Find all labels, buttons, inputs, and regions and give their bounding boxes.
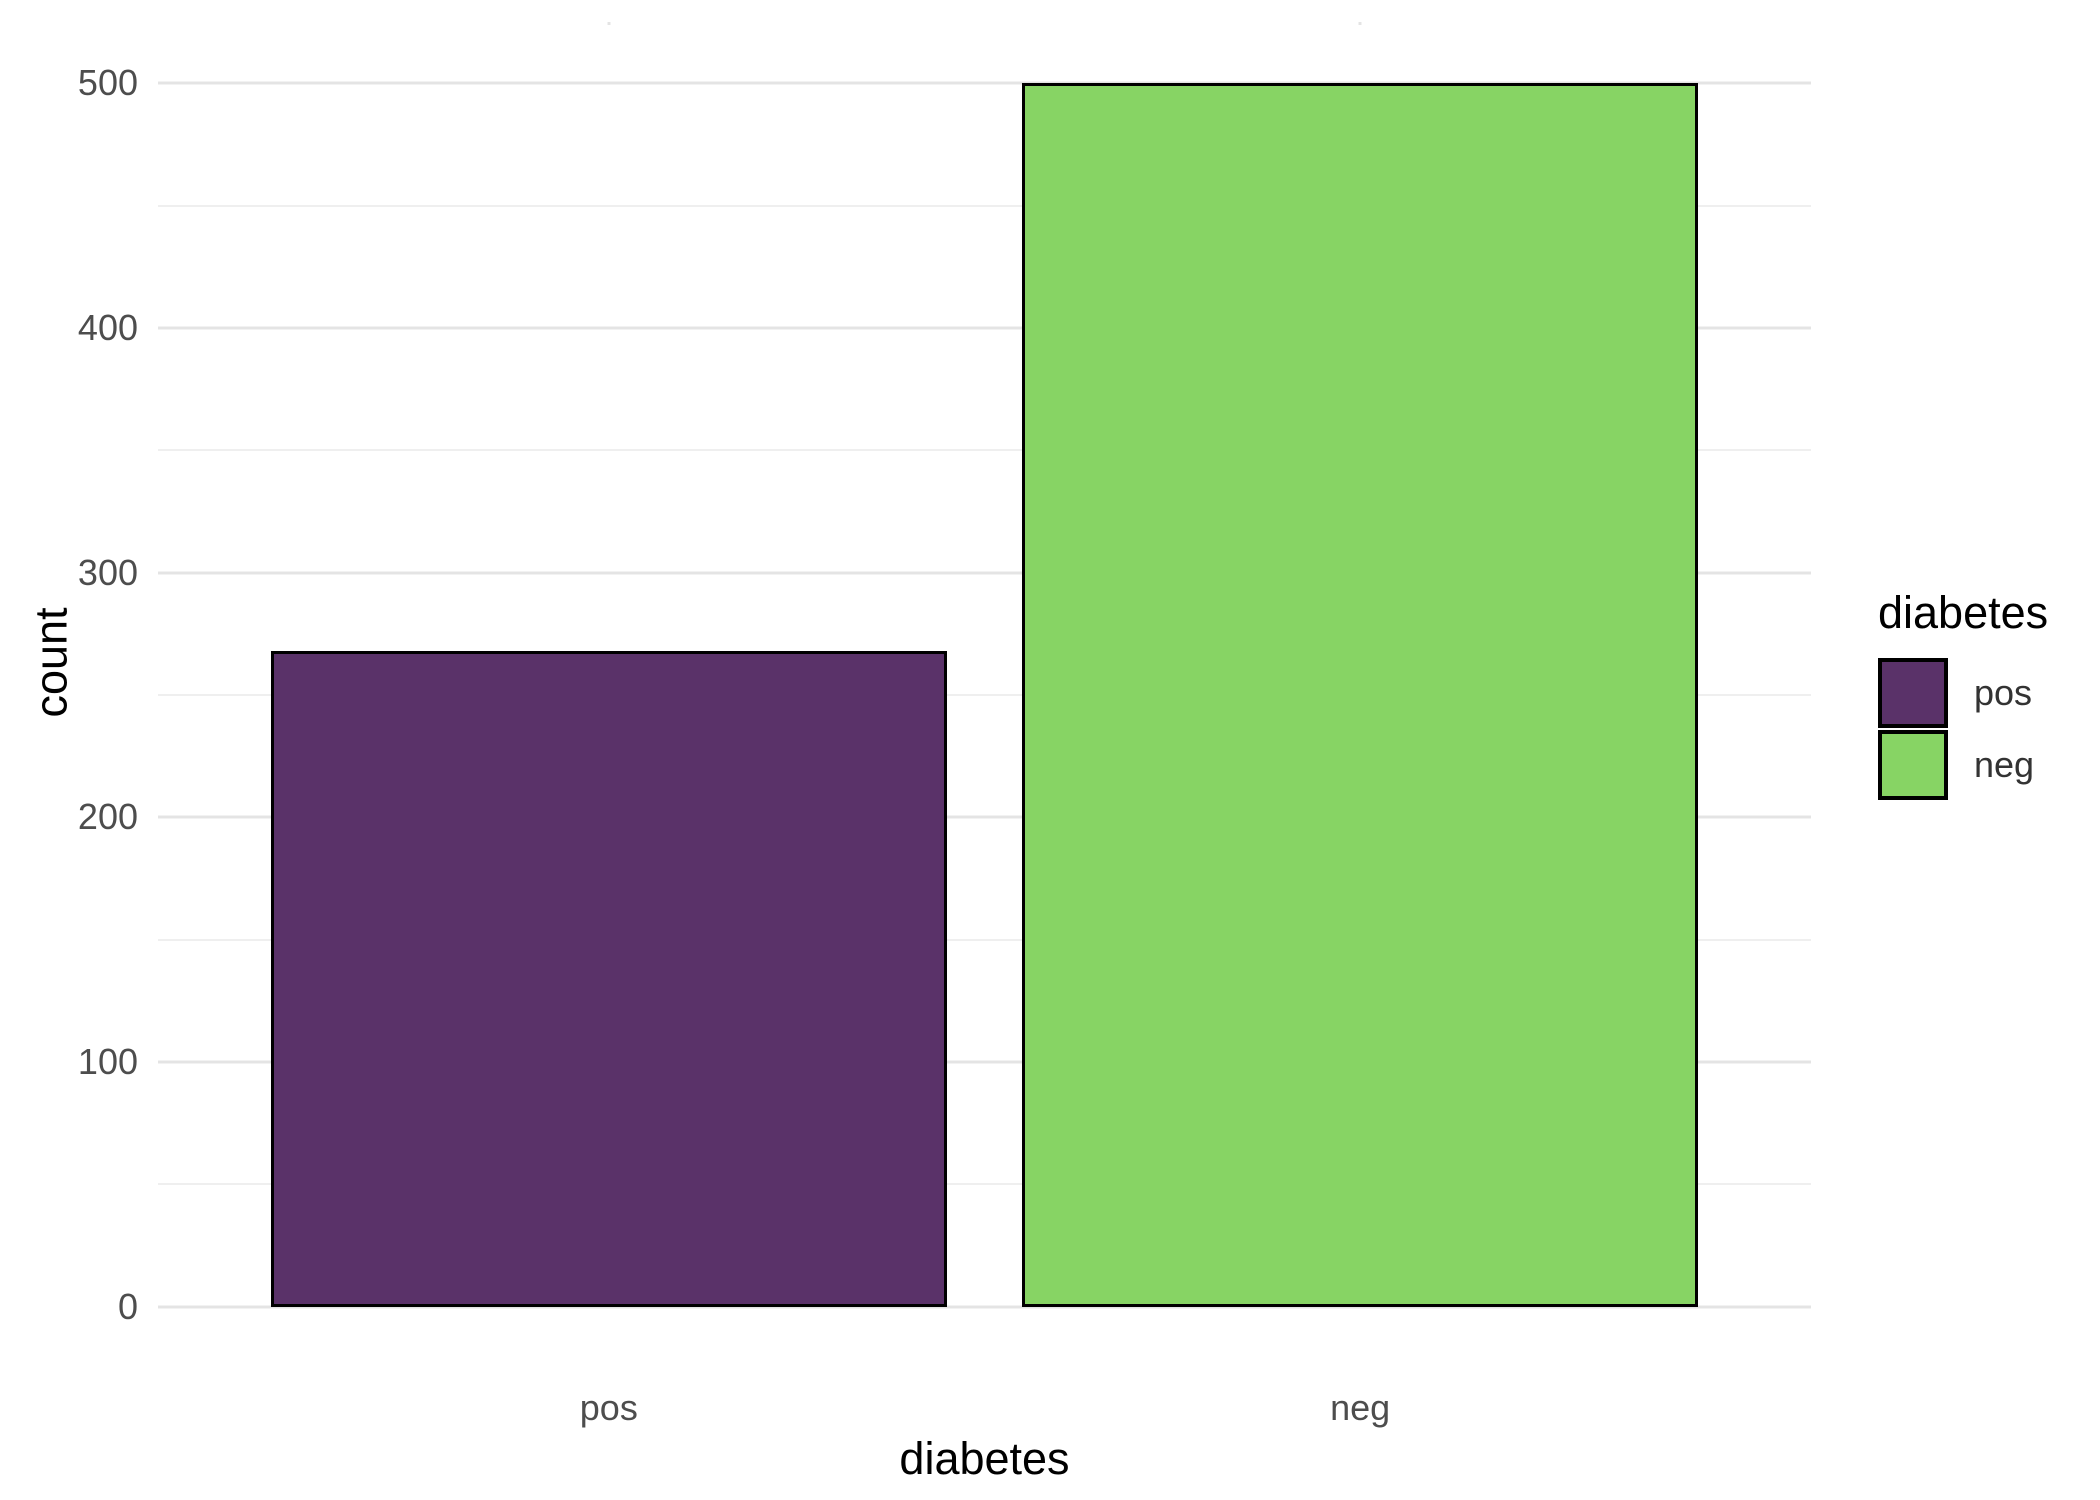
gridline-major-y-400	[158, 326, 1811, 330]
y-tick-label-400: 400	[77, 306, 138, 348]
x-axis-title: diabetes	[899, 1433, 1070, 1484]
y-tick-label-500: 500	[77, 62, 138, 104]
legend-key-neg	[1878, 730, 1948, 800]
gridline-minor-y-350	[158, 449, 1811, 452]
legend-label-neg: neg	[1974, 744, 2035, 785]
gridline-major-y-500	[158, 81, 1811, 85]
gridline-major-x-pos	[607, 22, 611, 25]
bar-pos	[270, 650, 947, 1307]
gridline-minor-y-250	[158, 694, 1811, 696]
bar-neg	[1022, 83, 1699, 1307]
x-tick-label-pos: pos	[579, 1387, 638, 1428]
legend-key-pos	[1878, 658, 1948, 728]
gridline-minor-y-450	[158, 204, 1811, 207]
gridline-major-y-0	[158, 1305, 1811, 1309]
legend-label-pos: pos	[1974, 672, 2033, 713]
y-tick-label-200: 200	[77, 796, 138, 838]
y-tick-label-300: 300	[77, 551, 138, 593]
gridline-major-y-200	[158, 815, 1811, 819]
gridline-minor-y-50	[158, 1183, 1811, 1186]
y-tick-label-0: 0	[117, 1285, 138, 1327]
legend-entries: pos neg	[1878, 657, 2098, 801]
legend-entry-neg: neg	[1878, 729, 2098, 801]
gridline-minor-y-150	[158, 938, 1811, 941]
y-tick-label-100: 100	[77, 1041, 138, 1083]
legend: diabetes pos neg	[1878, 590, 2098, 801]
gridline-major-y-300	[158, 571, 1811, 575]
y-axis-title: count	[25, 607, 77, 718]
legend-title: diabetes	[1878, 587, 2049, 638]
legend-entry-pos: pos	[1878, 657, 2098, 729]
gridline-major-y-100	[158, 1060, 1811, 1064]
x-tick-label-neg: neg	[1330, 1387, 1391, 1428]
gridline-major-x-neg	[1358, 22, 1362, 25]
plot-panel	[158, 22, 1811, 1368]
